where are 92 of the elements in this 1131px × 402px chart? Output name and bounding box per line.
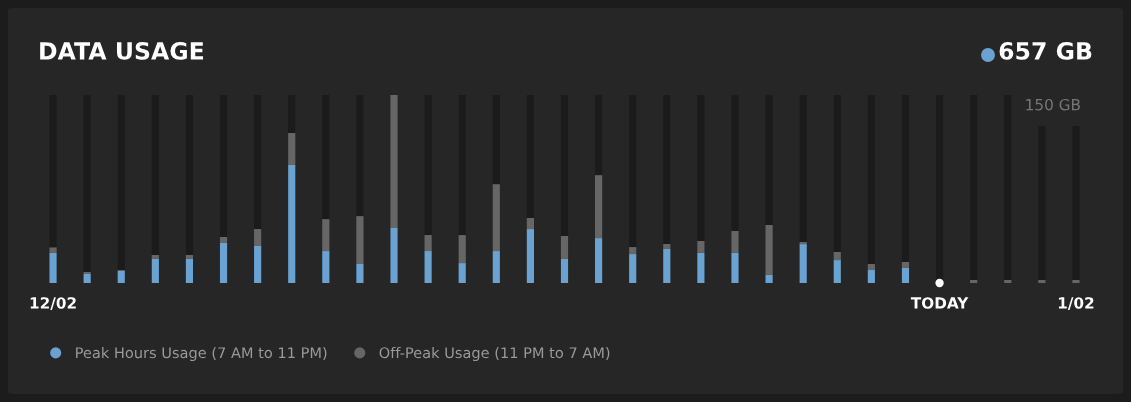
bar: [151, 258, 159, 283]
bar: [390, 95, 398, 228]
bar: [697, 252, 705, 283]
bar: [322, 251, 330, 283]
bar: [1038, 126, 1046, 280]
bar: [526, 95, 534, 218]
bar: [663, 243, 671, 249]
bar: [1004, 279, 1012, 283]
bar: [833, 260, 841, 283]
bar: [560, 258, 569, 283]
bar: [83, 273, 91, 283]
chart-title: DATA USAGE: [40, 41, 204, 60]
bar: [492, 251, 500, 283]
bar: [219, 236, 228, 243]
bar: [322, 219, 330, 252]
bar: [49, 95, 57, 248]
bar: [799, 244, 807, 283]
bar: [322, 95, 330, 220]
bar: [595, 95, 603, 176]
annotation: 150 GB: [1026, 98, 1080, 111]
bar: [629, 247, 637, 255]
bar: [595, 238, 603, 283]
bar: [356, 216, 364, 265]
bar: [458, 95, 466, 236]
legend-label: Peak Hours Usage (7 AM to 11 PM): [76, 346, 327, 362]
bar: [526, 229, 534, 283]
bar: [49, 247, 57, 253]
bar: [424, 251, 432, 283]
bar: [595, 175, 603, 239]
bar: [901, 95, 910, 262]
bar: [117, 95, 125, 271]
x-tick-label: 1/02: [1058, 297, 1094, 310]
bar: [970, 279, 978, 283]
bar: [901, 261, 910, 268]
bar: [1004, 95, 1012, 280]
bar: [765, 224, 773, 275]
bar: [560, 95, 569, 236]
x-tick-label: 12/02: [30, 297, 76, 310]
bar: [901, 267, 910, 283]
bar: [629, 254, 637, 283]
bar: [49, 252, 57, 283]
bar: [833, 95, 841, 252]
bar: [185, 258, 194, 283]
bar: [185, 254, 194, 259]
bar: [697, 240, 705, 253]
bar: [731, 252, 739, 283]
bar: [83, 95, 91, 272]
bar: [83, 271, 91, 274]
bar: [424, 235, 432, 252]
bar: [560, 236, 569, 259]
bar: [526, 217, 534, 230]
bar: [1038, 279, 1046, 283]
bar: [288, 164, 296, 283]
bar: [697, 95, 705, 241]
bar: [799, 242, 807, 245]
bar: [765, 274, 773, 283]
bar: [867, 264, 875, 271]
bar: [833, 251, 841, 261]
bar: [254, 229, 262, 246]
bar: [356, 264, 364, 283]
bar: [765, 95, 773, 225]
bar: [663, 95, 671, 244]
bar: [492, 95, 500, 185]
bar: [288, 95, 296, 133]
bar: [458, 235, 466, 264]
bar: [1072, 279, 1080, 283]
bar: [254, 245, 262, 283]
bar: [219, 242, 228, 283]
bar: [356, 95, 364, 217]
bar: [629, 95, 637, 248]
bar: [185, 95, 194, 255]
bar: [219, 95, 228, 237]
bar: [799, 95, 807, 243]
bar: [867, 270, 875, 283]
bar: [867, 95, 875, 265]
bar: [731, 230, 739, 253]
bar: [970, 95, 978, 280]
bar: [424, 95, 432, 236]
bar: [151, 254, 159, 259]
bar: [390, 227, 398, 283]
bar: [151, 95, 159, 255]
bar: [117, 270, 125, 283]
bar: [1072, 126, 1080, 280]
x-tick-label: TODAY: [910, 297, 969, 309]
legend-label: Off-Peak Usage (11 PM to 7 AM): [379, 346, 610, 362]
bar: [492, 184, 500, 252]
bar: [288, 132, 296, 165]
text: 657 GB: [999, 41, 1092, 60]
bar: [254, 95, 262, 230]
bar: [663, 248, 671, 283]
bar: [731, 95, 739, 231]
bar: [458, 263, 466, 283]
